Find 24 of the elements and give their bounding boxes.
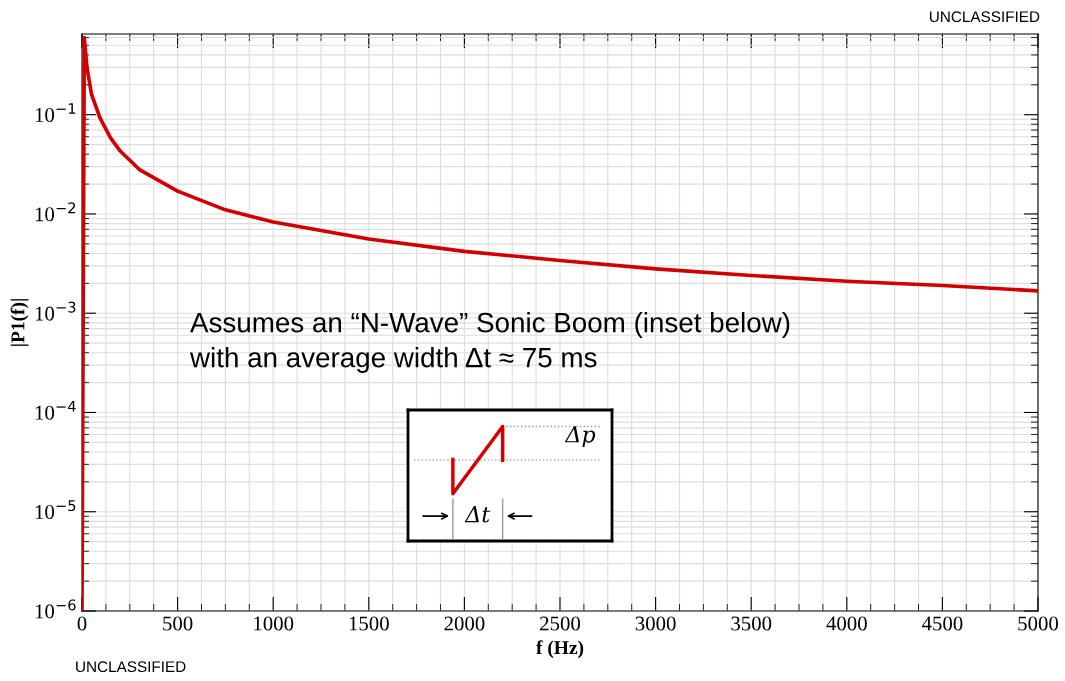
x-tick-label: 4000 <box>826 616 867 631</box>
x-tick-label: 0 <box>77 616 87 631</box>
y-tick-label: 10$^{−6}$ <box>35 599 76 619</box>
x-tick-label: 4500 <box>921 616 963 631</box>
annotation: Assumes an “N-Wave” Sonic Boom (inset below) <box>190 312 790 338</box>
x-tick-label: 3000 <box>635 616 676 631</box>
annotation: with an average width Δt ≈ 75 ms <box>189 347 597 373</box>
x-tick-label: 2000 <box>444 616 485 631</box>
x-tick-label: 500 <box>163 616 193 631</box>
text: UNCLASSIFIED <box>929 11 1040 23</box>
x-tick-label: 2500 <box>540 616 581 631</box>
x-tick-label: 5000 <box>1018 616 1059 631</box>
y-tick-label: 10$^{−4}$ <box>35 400 76 420</box>
x-axis-title: f (Hz) <box>536 640 584 659</box>
line-series <box>82 35 1038 611</box>
x-tick-label: 1500 <box>349 616 389 631</box>
y-tick-label: 10$^{−1}$ <box>35 103 76 123</box>
x-tick-label: 3500 <box>731 616 772 631</box>
y-tick-label: 10$^{−2}$ <box>35 202 76 222</box>
y-axis-title: |P1(f)| <box>10 299 29 346</box>
y-tick-label: 10$^{−3}$ <box>35 301 76 321</box>
y-tick-label: 10$^{−5}$ <box>35 500 76 520</box>
x-tick-label: 1000 <box>254 616 294 631</box>
text: UNCLASSIFIED <box>76 661 186 673</box>
